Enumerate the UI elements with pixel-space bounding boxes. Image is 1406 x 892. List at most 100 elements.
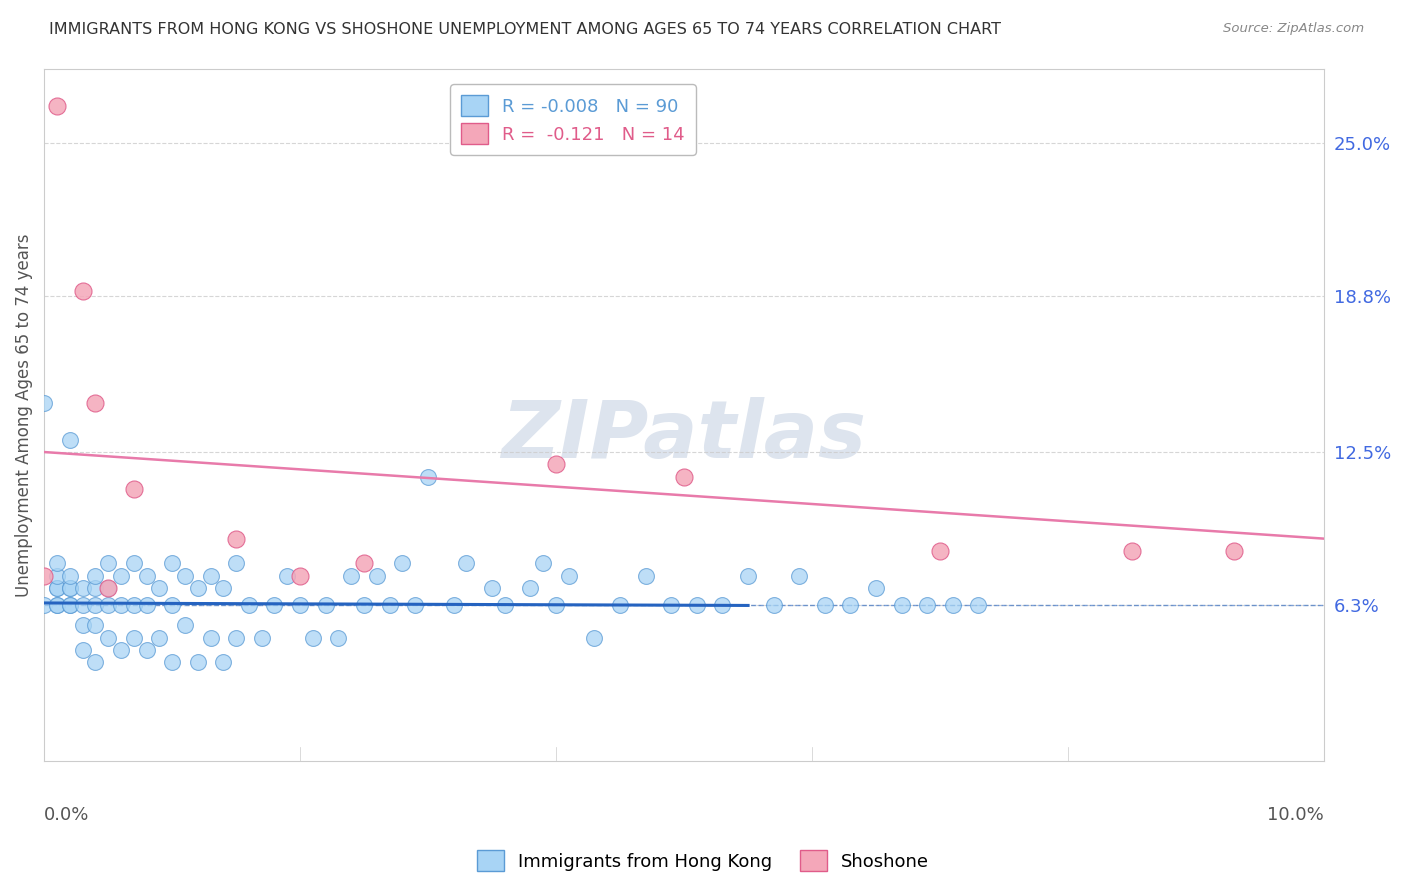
Point — [135, 599, 157, 613]
Point — [443, 599, 465, 613]
Point — [97, 599, 120, 613]
Point — [97, 581, 120, 595]
Point — [72, 643, 94, 657]
Point — [97, 581, 120, 595]
Point — [583, 631, 606, 645]
Point — [122, 482, 145, 496]
Point — [212, 656, 235, 670]
Point — [546, 599, 568, 613]
Point — [160, 656, 183, 670]
Point — [110, 568, 132, 582]
Point — [890, 599, 912, 613]
Point — [1223, 544, 1246, 558]
Point — [45, 557, 67, 571]
Point — [737, 568, 759, 582]
Y-axis label: Unemployment Among Ages 65 to 74 years: Unemployment Among Ages 65 to 74 years — [15, 233, 32, 597]
Point — [353, 599, 375, 613]
Point — [110, 643, 132, 657]
Point — [45, 599, 67, 613]
Point — [673, 470, 696, 484]
Point — [187, 581, 209, 595]
Legend: R = -0.008   N = 90, R =  -0.121   N = 14: R = -0.008 N = 90, R = -0.121 N = 14 — [450, 85, 696, 155]
Point — [160, 599, 183, 613]
Point — [353, 557, 375, 571]
Point — [416, 470, 439, 484]
Point — [59, 568, 82, 582]
Point — [288, 599, 311, 613]
Point — [45, 599, 67, 613]
Point — [122, 631, 145, 645]
Point — [238, 599, 260, 613]
Text: 0.0%: 0.0% — [44, 805, 90, 824]
Point — [148, 581, 170, 595]
Point — [225, 532, 247, 546]
Point — [45, 581, 67, 595]
Point — [200, 568, 222, 582]
Point — [84, 599, 107, 613]
Point — [263, 599, 285, 613]
Point — [32, 395, 55, 409]
Point — [160, 557, 183, 571]
Point — [187, 656, 209, 670]
Legend: Immigrants from Hong Kong, Shoshone: Immigrants from Hong Kong, Shoshone — [470, 843, 936, 879]
Point — [45, 98, 67, 112]
Point — [929, 544, 952, 558]
Point — [558, 568, 581, 582]
Point — [494, 599, 516, 613]
Point — [328, 631, 350, 645]
Point — [122, 599, 145, 613]
Point — [391, 557, 413, 571]
Point — [366, 568, 388, 582]
Point — [72, 618, 94, 632]
Point — [787, 568, 810, 582]
Point — [288, 568, 311, 582]
Point — [148, 631, 170, 645]
Point — [686, 599, 709, 613]
Point — [174, 618, 197, 632]
Point — [967, 599, 990, 613]
Point — [84, 568, 107, 582]
Point — [225, 631, 247, 645]
Point — [915, 599, 938, 613]
Point — [59, 433, 82, 447]
Point — [110, 599, 132, 613]
Point — [762, 599, 785, 613]
Point — [315, 599, 337, 613]
Point — [84, 395, 107, 409]
Point — [531, 557, 554, 571]
Text: Source: ZipAtlas.com: Source: ZipAtlas.com — [1223, 22, 1364, 36]
Point — [404, 599, 426, 613]
Point — [135, 568, 157, 582]
Text: IMMIGRANTS FROM HONG KONG VS SHOSHONE UNEMPLOYMENT AMONG AGES 65 TO 74 YEARS COR: IMMIGRANTS FROM HONG KONG VS SHOSHONE UN… — [49, 22, 1001, 37]
Point — [659, 599, 682, 613]
Point — [97, 631, 120, 645]
Point — [302, 631, 325, 645]
Point — [59, 581, 82, 595]
Point — [865, 581, 887, 595]
Point — [72, 599, 94, 613]
Point — [32, 599, 55, 613]
Point — [340, 568, 363, 582]
Point — [200, 631, 222, 645]
Point — [456, 557, 478, 571]
Point — [276, 568, 298, 582]
Point — [1121, 544, 1143, 558]
Point — [711, 599, 734, 613]
Point — [212, 581, 235, 595]
Point — [839, 599, 862, 613]
Point — [84, 581, 107, 595]
Point — [45, 568, 67, 582]
Point — [97, 557, 120, 571]
Point — [72, 581, 94, 595]
Point — [135, 643, 157, 657]
Text: 10.0%: 10.0% — [1267, 805, 1324, 824]
Point — [378, 599, 401, 613]
Point — [634, 568, 657, 582]
Point — [84, 656, 107, 670]
Point — [72, 284, 94, 298]
Point — [942, 599, 965, 613]
Point — [59, 599, 82, 613]
Point — [174, 568, 197, 582]
Point — [32, 568, 55, 582]
Text: ZIPatlas: ZIPatlas — [502, 397, 866, 475]
